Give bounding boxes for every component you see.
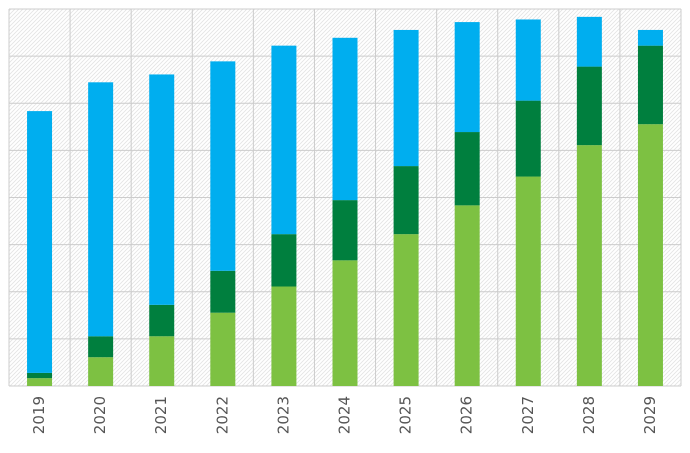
bar-segment-2020-series-1 [88,357,114,386]
bar-segment-2023-series-1 [271,286,297,386]
bar-segment-2027-series-1 [515,176,541,386]
bar-segment-2029-series-3 [637,29,663,46]
bar-segment-2025-series-2 [393,166,419,235]
x-tick-label: 2029 [641,396,659,434]
bar-segment-2023-series-2 [271,234,297,287]
bar-segment-2028-series-2 [576,66,602,146]
bar-segment-2025-series-3 [393,29,419,167]
bar-segment-2021-series-2 [149,304,175,337]
bar-segment-2027-series-2 [515,100,541,177]
x-tick-label: 2027 [519,396,537,434]
bar-segment-2028-series-1 [576,145,602,386]
bar-segment-2019-series-3 [27,111,53,373]
bar-segment-2021-series-1 [149,336,175,386]
x-tick-label: 2019 [30,396,48,434]
bar-segment-2021-series-3 [149,74,175,305]
x-tick-label: 2026 [458,396,476,434]
bar-segment-2019-series-2 [27,372,53,379]
bar-segment-2026-series-1 [454,205,480,386]
x-tick-label: 2025 [397,396,415,434]
x-tick-label: 2021 [152,396,170,434]
bar-segment-2024-series-2 [332,200,358,261]
bar-segment-2019-series-1 [27,378,53,386]
x-tick-label: 2020 [91,396,109,434]
x-axis-ticks: 2019 2020 2021 2022 2023 2024 2025 2026 2027 2028… [30,396,659,434]
x-tick-label: 2024 [336,396,354,434]
bar-segment-2029-series-1 [637,124,663,386]
bar-segment-2025-series-1 [393,234,419,386]
x-tick-label: 2028 [580,396,598,434]
bar-segment-2023-series-3 [271,45,297,235]
bars [27,16,663,386]
bar-segment-2022-series-2 [210,270,236,313]
bar-segment-2020-series-3 [88,82,114,337]
bar-segment-2020-series-2 [88,336,114,358]
bar-segment-2027-series-3 [515,19,541,101]
bar-segment-2022-series-1 [210,312,236,386]
bar-segment-2026-series-2 [454,132,480,206]
bar-segment-2024-series-3 [332,37,358,201]
bar-segment-2029-series-2 [637,45,663,125]
bar-segment-2026-series-3 [454,22,480,133]
bar-segment-2028-series-3 [576,16,602,67]
bar-segment-2024-series-1 [332,260,358,386]
x-tick-label: 2023 [274,396,292,434]
x-tick-label: 2022 [213,396,231,434]
bar-segment-2022-series-3 [210,61,236,271]
